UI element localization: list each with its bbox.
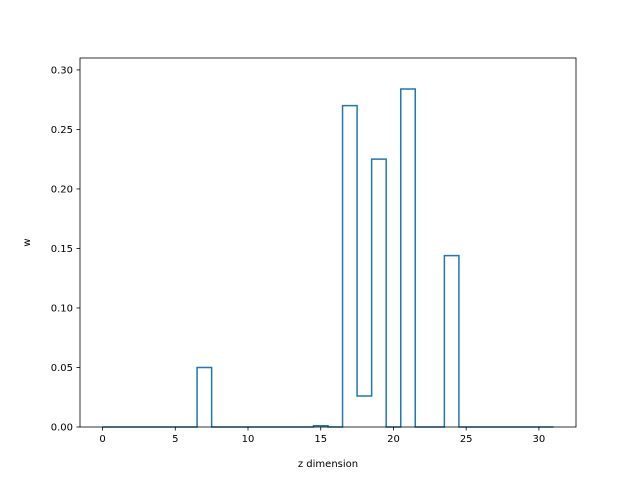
x-tick-label: 10: [242, 434, 255, 445]
y-tick-label: 0.25: [51, 125, 73, 136]
axes-frame: [79, 57, 577, 428]
y-tick-label: 0.30: [51, 65, 73, 76]
y-tick-label: 0.15: [51, 244, 73, 255]
x-axis-label: z dimension: [298, 459, 358, 470]
y-tick-label: 0.10: [51, 303, 73, 314]
x-tick-label: 20: [387, 434, 400, 445]
x-axis: 0 5 10 15 20 25 30: [99, 427, 545, 445]
x-tick-label: 25: [460, 434, 473, 445]
series-line: [102, 88, 554, 428]
x-tick-label: 15: [314, 434, 327, 445]
plot-area: [102, 88, 554, 428]
y-tick-label: 0.00: [51, 423, 73, 434]
y-axis-label: w: [22, 238, 33, 246]
y-tick-label: 0.20: [51, 184, 73, 195]
y-axis: 0.00 0.05 0.10 0.15 0.20 0.25 0.30: [51, 65, 80, 434]
x-tick-label: 5: [172, 434, 178, 445]
y-tick-label: 0.05: [51, 363, 73, 374]
x-tick-label: 30: [533, 434, 546, 445]
x-tick-label: 0: [99, 434, 105, 445]
